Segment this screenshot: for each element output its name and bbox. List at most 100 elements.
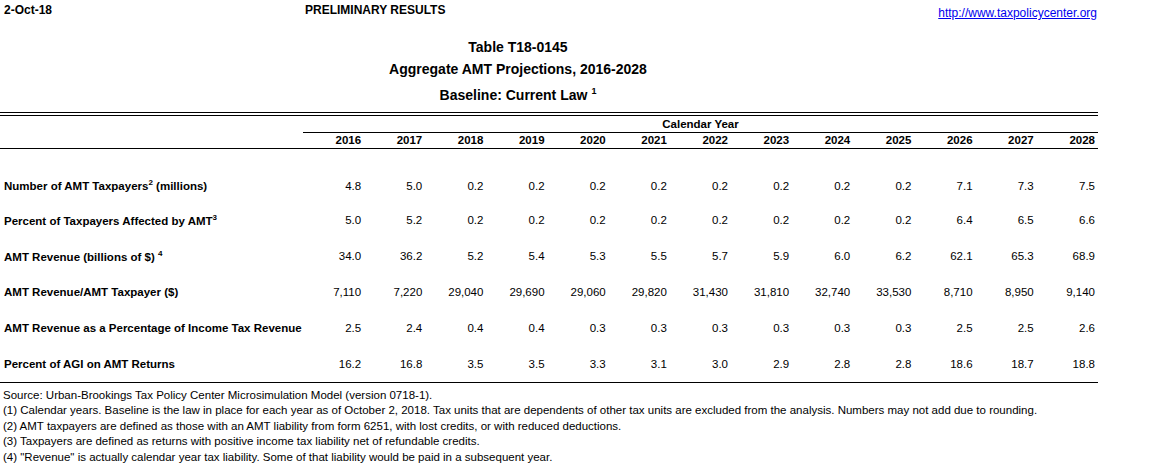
table-body: Number of AMT Taxpayers2 (millions)4.85.…	[0, 148, 1098, 382]
group-header-row: Calendar Year	[0, 114, 1098, 132]
value-cell: 3.0	[670, 346, 731, 382]
value-cell: 6.0	[792, 238, 853, 274]
value-cell: 5.4	[486, 238, 547, 274]
value-cell: 0.2	[609, 148, 670, 202]
value-cell: 31,430	[670, 274, 731, 310]
value-cell: 7.5	[1037, 148, 1098, 202]
year-column-header: 2023	[731, 132, 792, 148]
value-cell: 0.4	[486, 310, 547, 346]
value-cell: 6.6	[1037, 202, 1098, 238]
table-subject-title: Aggregate AMT Projections, 2016-2028	[0, 58, 1036, 80]
year-column-header: 2028	[1037, 132, 1098, 148]
value-cell: 2.5	[914, 310, 975, 346]
value-cell: 68.9	[1037, 238, 1098, 274]
label-column-spacer	[0, 114, 303, 132]
value-cell: 3.3	[548, 346, 609, 382]
value-cell: 29,040	[425, 274, 486, 310]
label-column-header	[0, 132, 303, 148]
footnotes: Source: Urban-Brookings Tax Policy Cente…	[3, 388, 1163, 465]
value-cell: 36.2	[364, 238, 425, 274]
year-column-header: 2020	[548, 132, 609, 148]
baseline-footnote-marker: 1	[591, 86, 596, 96]
footnote-line: (4) "Revenue" is actually calendar year …	[3, 450, 1163, 465]
value-cell: 2.9	[731, 346, 792, 382]
footnote-line: (1) Calendar years. Baseline is the law …	[3, 403, 1163, 418]
link-container: http://www.taxpolicycenter.org	[0, 3, 1097, 21]
table-row: AMT Revenue (billions of $) 434.036.25.2…	[0, 238, 1098, 274]
value-cell: 34.0	[303, 238, 364, 274]
value-cell: 29,690	[486, 274, 547, 310]
value-cell: 6.4	[914, 202, 975, 238]
value-cell: 2.5	[303, 310, 364, 346]
value-cell: 5.2	[364, 202, 425, 238]
value-cell: 0.2	[792, 148, 853, 202]
value-cell: 0.3	[609, 310, 670, 346]
table-number-title: Table T18-0145	[0, 36, 1036, 58]
row-label: AMT Revenue (billions of $) 4	[0, 238, 303, 274]
value-cell: 9,140	[1037, 274, 1098, 310]
value-cell: 5.0	[364, 148, 425, 202]
year-column-header: 2022	[670, 132, 731, 148]
value-cell: 5.5	[609, 238, 670, 274]
value-cell: 8,710	[914, 274, 975, 310]
value-cell: 2.6	[1037, 310, 1098, 346]
value-cell: 0.2	[425, 202, 486, 238]
value-cell: 5.9	[731, 238, 792, 274]
value-cell: 7.1	[914, 148, 975, 202]
footnote-line: (3) Taxpayers are defined as returns wit…	[3, 434, 1163, 449]
row-label: AMT Revenue as a Percentage of Income Ta…	[0, 310, 303, 346]
value-cell: 0.2	[425, 148, 486, 202]
row-label: Percent of Taxpayers Affected by AMT3	[0, 202, 303, 238]
value-cell: 0.2	[853, 202, 914, 238]
value-cell: 3.5	[486, 346, 547, 382]
year-column-header: 2017	[364, 132, 425, 148]
value-cell: 3.1	[609, 346, 670, 382]
value-cell: 0.3	[731, 310, 792, 346]
value-cell: 2.8	[853, 346, 914, 382]
baseline-title-text: Baseline: Current Law	[440, 87, 588, 103]
year-column-header: 2026	[914, 132, 975, 148]
page: 2-Oct-18 PRELIMINARY RESULTS http://www.…	[0, 0, 1163, 474]
row-label: AMT Revenue/AMT Taxpayer ($)	[0, 274, 303, 310]
value-cell: 62.1	[914, 238, 975, 274]
value-cell: 5.0	[303, 202, 364, 238]
value-cell: 0.2	[609, 202, 670, 238]
value-cell: 0.2	[853, 148, 914, 202]
row-footnote-marker: 3	[213, 213, 217, 222]
value-cell: 2.5	[976, 310, 1037, 346]
row-label: Percent of AGI on AMT Returns	[0, 346, 303, 382]
value-cell: 0.2	[548, 148, 609, 202]
table-row: Percent of Taxpayers Affected by AMT35.0…	[0, 202, 1098, 238]
year-column-header: 2027	[976, 132, 1037, 148]
value-cell: 33,530	[853, 274, 914, 310]
value-cell: 16.2	[303, 346, 364, 382]
value-cell: 7,110	[303, 274, 364, 310]
value-cell: 7,220	[364, 274, 425, 310]
year-column-header: 2018	[425, 132, 486, 148]
value-cell: 18.6	[914, 346, 975, 382]
row-footnote-marker: 4	[158, 249, 162, 258]
value-cell: 0.2	[548, 202, 609, 238]
value-cell: 29,060	[548, 274, 609, 310]
years-header-row: 2016201720182019202020212022202320242025…	[0, 132, 1098, 148]
value-cell: 2.8	[792, 346, 853, 382]
value-cell: 7.3	[976, 148, 1037, 202]
value-cell: 0.2	[792, 202, 853, 238]
value-cell: 0.2	[731, 148, 792, 202]
value-cell: 0.3	[853, 310, 914, 346]
taxpolicycenter-link[interactable]: http://www.taxpolicycenter.org	[938, 6, 1097, 20]
table-row: Number of AMT Taxpayers2 (millions)4.85.…	[0, 148, 1098, 202]
year-column-header: 2025	[853, 132, 914, 148]
value-cell: 6.5	[976, 202, 1037, 238]
value-cell: 0.3	[792, 310, 853, 346]
value-cell: 0.3	[670, 310, 731, 346]
value-cell: 0.2	[486, 148, 547, 202]
footnote-line: Source: Urban-Brookings Tax Policy Cente…	[3, 388, 1163, 403]
value-cell: 32,740	[792, 274, 853, 310]
year-column-header: 2024	[792, 132, 853, 148]
row-label: Number of AMT Taxpayers2 (millions)	[0, 148, 303, 202]
year-column-header: 2019	[486, 132, 547, 148]
value-cell: 0.2	[486, 202, 547, 238]
value-cell: 65.3	[976, 238, 1037, 274]
value-cell: 5.7	[670, 238, 731, 274]
